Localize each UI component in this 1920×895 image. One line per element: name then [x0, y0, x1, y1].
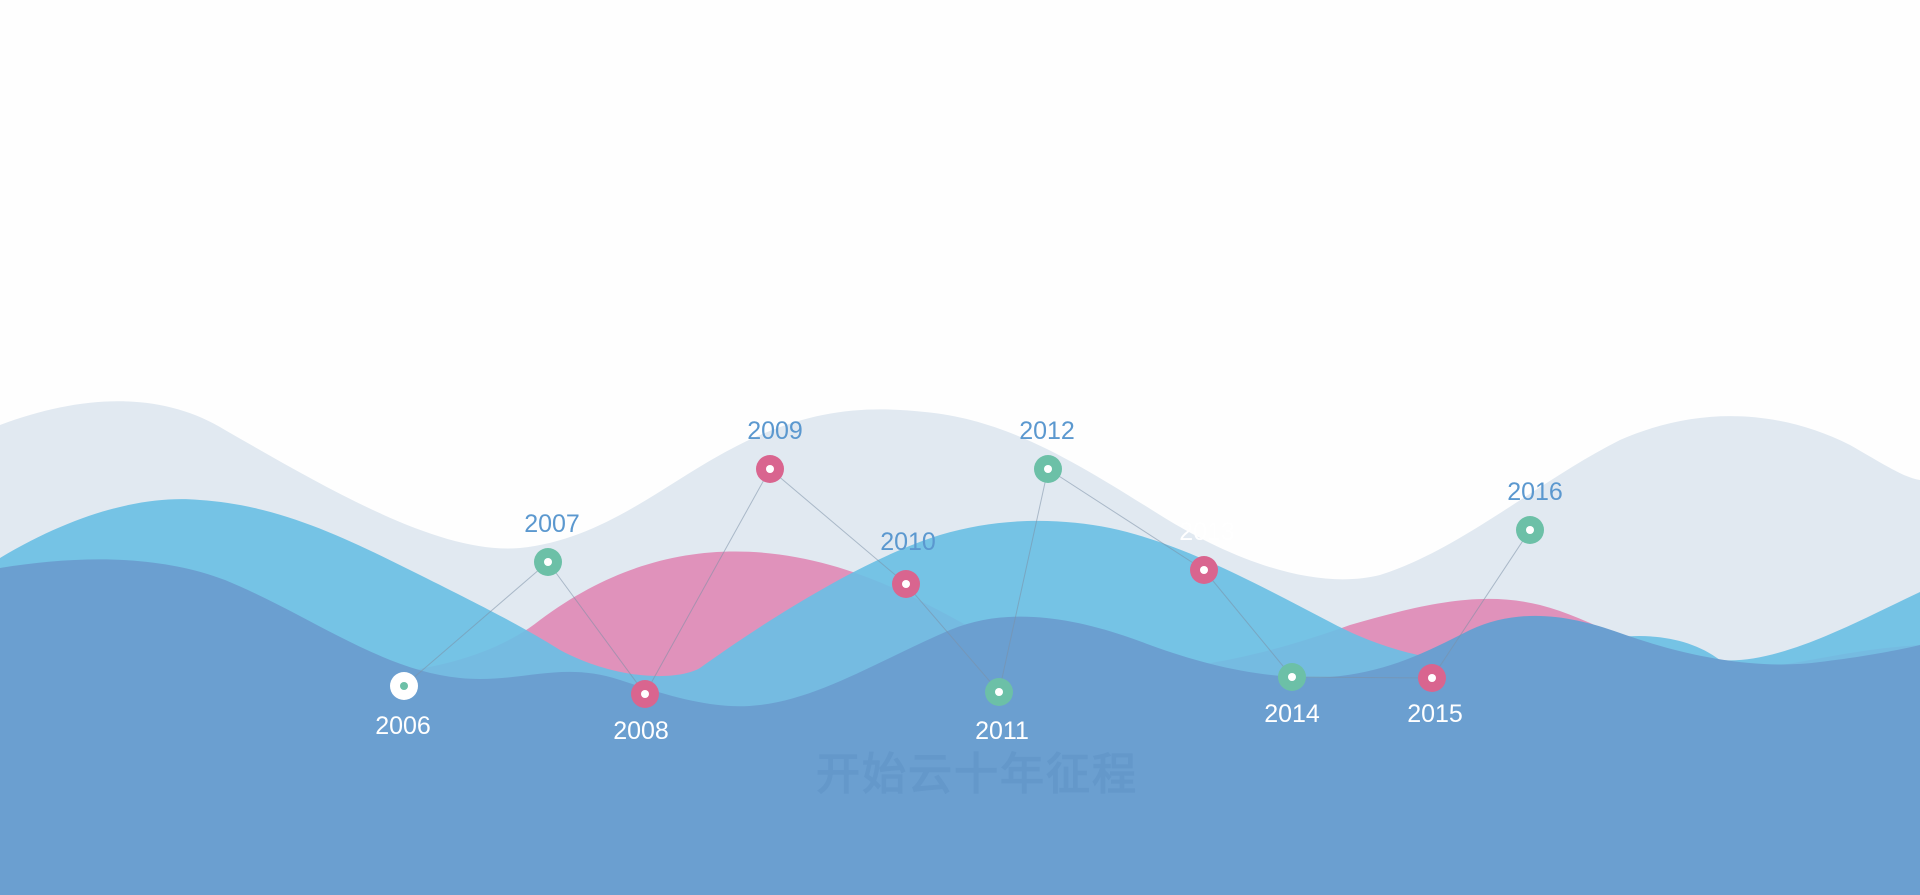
milestone-year-label: 2007: [524, 510, 580, 538]
connector-line: [403, 561, 549, 687]
milestone-year-label: 2014: [1264, 700, 1320, 728]
milestone-marker-dot: [1288, 673, 1296, 681]
connector-line: [998, 468, 1049, 693]
milestone-2010[interactable]: 2010: [880, 528, 936, 598]
milestone-marker-dot: [1428, 674, 1436, 682]
connector-line: [1431, 529, 1531, 679]
milestone-marker-dot: [995, 688, 1003, 696]
milestone-marker-dot: [1044, 465, 1052, 473]
milestone-2014[interactable]: 2014: [1264, 663, 1320, 728]
connector-line: [1203, 569, 1293, 678]
milestone-marker-dot: [400, 682, 408, 690]
milestone-year-label: 2011: [975, 717, 1029, 745]
milestone-year-label: 2006: [375, 712, 431, 740]
milestone-marker-dot: [544, 558, 552, 566]
milestone-marker-dot: [641, 690, 649, 698]
milestone-year-label: 2013: [1179, 518, 1235, 546]
milestone-2016[interactable]: 2016: [1507, 478, 1563, 544]
milestone-year-label: 2016: [1507, 478, 1563, 506]
timeline-subtitle: 开始云十年征程: [816, 749, 1138, 800]
milestone-year-label: 2015: [1407, 700, 1463, 728]
connector-line: [1047, 468, 1205, 571]
milestone-markers: 2006 2007 2008 2009 2010 2011 2012 2013 2014 2015…: [375, 417, 1563, 745]
milestone-2008[interactable]: 2008: [613, 680, 669, 745]
milestone-marker-dot: [766, 465, 774, 473]
connector-line: [547, 561, 646, 695]
connector-lines: [403, 468, 1531, 695]
milestone-2006[interactable]: 2006: [375, 672, 431, 740]
milestone-2015[interactable]: 2015: [1407, 664, 1463, 728]
connector-line: [1291, 676, 1433, 679]
milestone-year-label: 2012: [1019, 417, 1075, 445]
milestone-marker-dot: [1526, 526, 1534, 534]
milestone-2013[interactable]: 2013: [1179, 518, 1235, 584]
milestone-2011[interactable]: 2011: [975, 678, 1029, 745]
wave-front: [0, 559, 1920, 895]
milestone-marker-dot: [902, 580, 910, 588]
milestone-year-label: 2009: [747, 417, 803, 445]
connector-line: [769, 468, 907, 585]
milestone-2012[interactable]: 2012: [1019, 417, 1075, 483]
milestone-year-label: 2008: [613, 717, 669, 745]
milestone-2009[interactable]: 2009: [747, 417, 803, 483]
connector-line: [644, 468, 771, 695]
connector-line: [905, 583, 1000, 693]
milestone-marker-dot: [1200, 566, 1208, 574]
milestone-year-label: 2010: [880, 528, 936, 556]
milestone-2007[interactable]: 2007: [524, 510, 580, 576]
